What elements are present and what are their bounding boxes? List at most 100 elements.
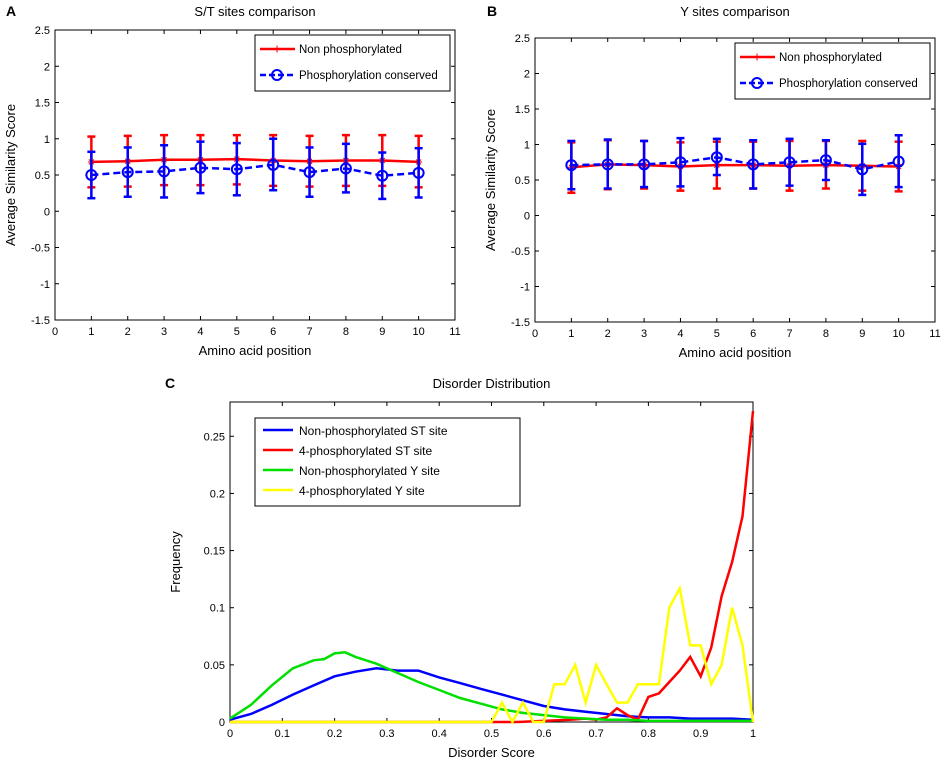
x-tick-label: 9 [379,326,385,338]
data-point [85,169,98,181]
data-point [339,162,352,175]
x-axis-label: Amino acid position [679,345,792,360]
y-tick-label: -1 [520,282,530,294]
y-tick-label: 0 [524,211,530,223]
y-tick-label: 1 [44,134,50,146]
x-tick-label: 8 [823,328,829,340]
legend-box [254,417,521,507]
x-tick-label: 5 [234,326,240,338]
legend-box [254,34,451,92]
legend-label: 4-phosphorylated Y site [299,484,425,498]
x-tick-label: 2 [605,328,611,340]
legend-label: 4-phosphorylated ST site [299,444,433,458]
error-bar [567,139,576,191]
x-tick-label: 11 [929,328,940,340]
series-1 [85,137,425,201]
x-tick-label: 2 [125,326,131,338]
y-tick-label: 2 [524,69,530,81]
chart-title: Disorder Distribution [433,376,551,391]
x-tick-label: 7 [786,328,792,340]
series-line [91,163,419,177]
y-tick-label: -1 [40,279,50,291]
legend-label: Non phosphorylated [779,52,882,64]
x-tick-label: 0.3 [379,728,394,740]
x-tick-label: 7 [306,326,312,338]
x-tick-label: 0.2 [327,728,342,740]
panel-c: C Disorder Distribution 0 0.1 0.2 0.3 0.4 0.5 0.… [165,375,756,760]
data-point [856,163,869,176]
y-tick-label: 1 [524,140,530,152]
y-tick-label: -0.5 [511,246,530,258]
data-point [783,156,796,169]
legend-label: Non-phosphorylated Y site [299,464,440,478]
x-tick-label: 0.1 [275,728,290,740]
legend-label: Non phosphorylated [299,44,402,56]
y-tick-label: 0.05 [204,660,225,672]
data-point [303,166,316,179]
x-tick-label: 1 [568,328,574,340]
series-line [571,163,899,169]
series-line [229,667,754,721]
error-bar [305,146,314,198]
series-line [229,651,753,723]
y-tick-label: -1.5 [31,315,50,327]
y-tick-label: 1.5 [35,98,50,110]
legend: Non phosphorylated Phosphorylation conser… [734,42,931,100]
data-point [710,151,723,164]
legend-marker [271,69,283,81]
panel-letter: C [165,375,175,391]
x-tick-label: 0 [52,326,58,338]
x-tick-label: 6 [750,328,756,340]
data-point [267,158,280,171]
x-tick-label: 10 [893,328,905,340]
legend-label: Phosphorylation conserved [779,78,918,90]
panel-letter: A [6,3,16,19]
legend-label: Non-phosphorylated ST site [299,424,448,438]
x-tick-label: 1 [750,728,756,740]
x-tick-label: 5 [714,328,720,340]
x-tick-label: 9 [859,328,865,340]
y-tick-label: 0 [219,717,225,729]
x-tick-label: 0.7 [588,728,603,740]
x-tick-label: 0 [532,328,538,340]
x-tick-label: 0.8 [641,728,656,740]
data-point [230,163,243,176]
data-point [819,154,832,167]
legend: Non-phosphorylated ST site 4-phosphorylat… [254,417,521,507]
series-line [571,156,899,171]
panel-letter: B [487,3,497,19]
x-tick-label: 10 [413,326,425,338]
data-point [601,158,614,171]
series-0 [229,667,754,721]
error-bar [196,140,205,195]
y-tick-label: 2 [44,61,50,73]
data-point [376,169,389,182]
legend: Non phosphorylated Phosphorylation conser… [254,34,451,92]
y-axis-label: Average Similarity Score [3,104,18,246]
x-tick-label: 0.4 [432,728,447,740]
data-point [565,159,578,172]
data-point [747,158,760,171]
x-axis-label: Disorder Score [448,745,535,760]
y-tick-label: 2.5 [35,25,50,37]
x-tick-label: 0.9 [693,728,708,740]
x-tick-label: 4 [197,326,203,338]
x-tick-label: 3 [161,326,167,338]
y-tick-label: 0.1 [210,603,225,615]
x-tick-label: 0 [227,728,233,740]
y-tick-label: 0.15 [204,546,225,558]
data-point [674,156,687,169]
y-tick-label: -0.5 [31,243,50,255]
x-tick-label: 4 [677,328,683,340]
series-line [91,157,419,164]
error-bar [785,137,794,187]
y-tick-label: 0 [44,206,50,218]
error-bar [378,151,387,201]
y-tick-label: 2.5 [515,33,530,45]
series-1 [565,134,905,197]
error-bar [676,136,685,188]
series-1 [230,410,755,724]
x-tick-label: 3 [641,328,647,340]
